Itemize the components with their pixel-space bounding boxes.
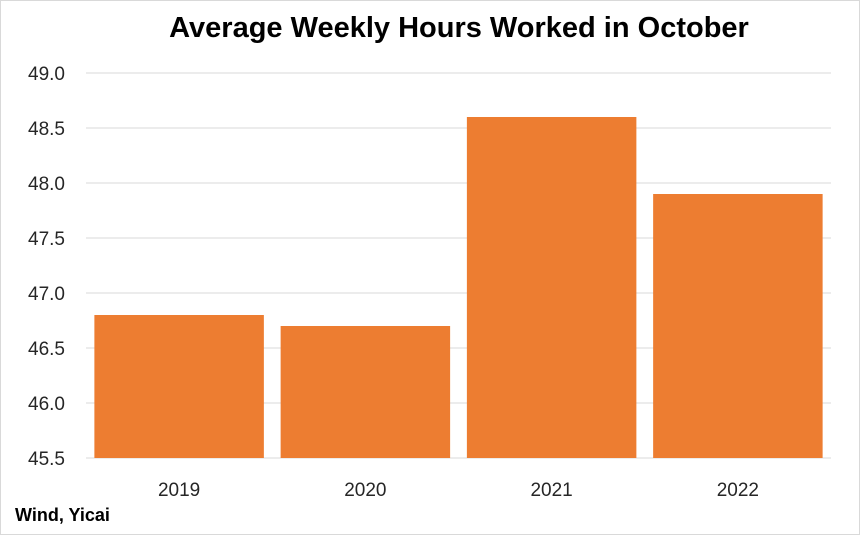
y-axis-tick-labels: 45.5 46.0 46.5 47.0 47.5 48.0 48.5 49.0	[28, 64, 65, 470]
x-tick-label: 2020	[344, 480, 386, 501]
chart-title: Average Weekly Hours Worked in October	[169, 12, 749, 44]
y-tick-label: 46.5	[28, 339, 65, 360]
bar-2019	[94, 315, 264, 458]
y-tick-label: 47.0	[28, 284, 65, 305]
y-tick-label: 48.5	[28, 119, 65, 140]
y-tick-label: 45.5	[28, 449, 65, 470]
bars	[94, 117, 823, 458]
x-tick-label: 2019	[158, 480, 200, 501]
x-axis-tick-labels: 2019 2020 2021 2022	[158, 480, 759, 501]
y-tick-label: 47.5	[28, 229, 65, 250]
y-tick-label: 46.0	[28, 394, 65, 415]
bar-2022	[653, 194, 823, 458]
y-tick-label: 49.0	[28, 64, 65, 85]
bar-2021	[466, 117, 637, 458]
bar-2020	[280, 326, 451, 458]
y-tick-label: 48.0	[28, 174, 65, 195]
source-note: Wind, Yicai	[15, 505, 110, 525]
x-tick-label: 2022	[717, 480, 759, 501]
x-tick-label: 2021	[530, 480, 572, 501]
